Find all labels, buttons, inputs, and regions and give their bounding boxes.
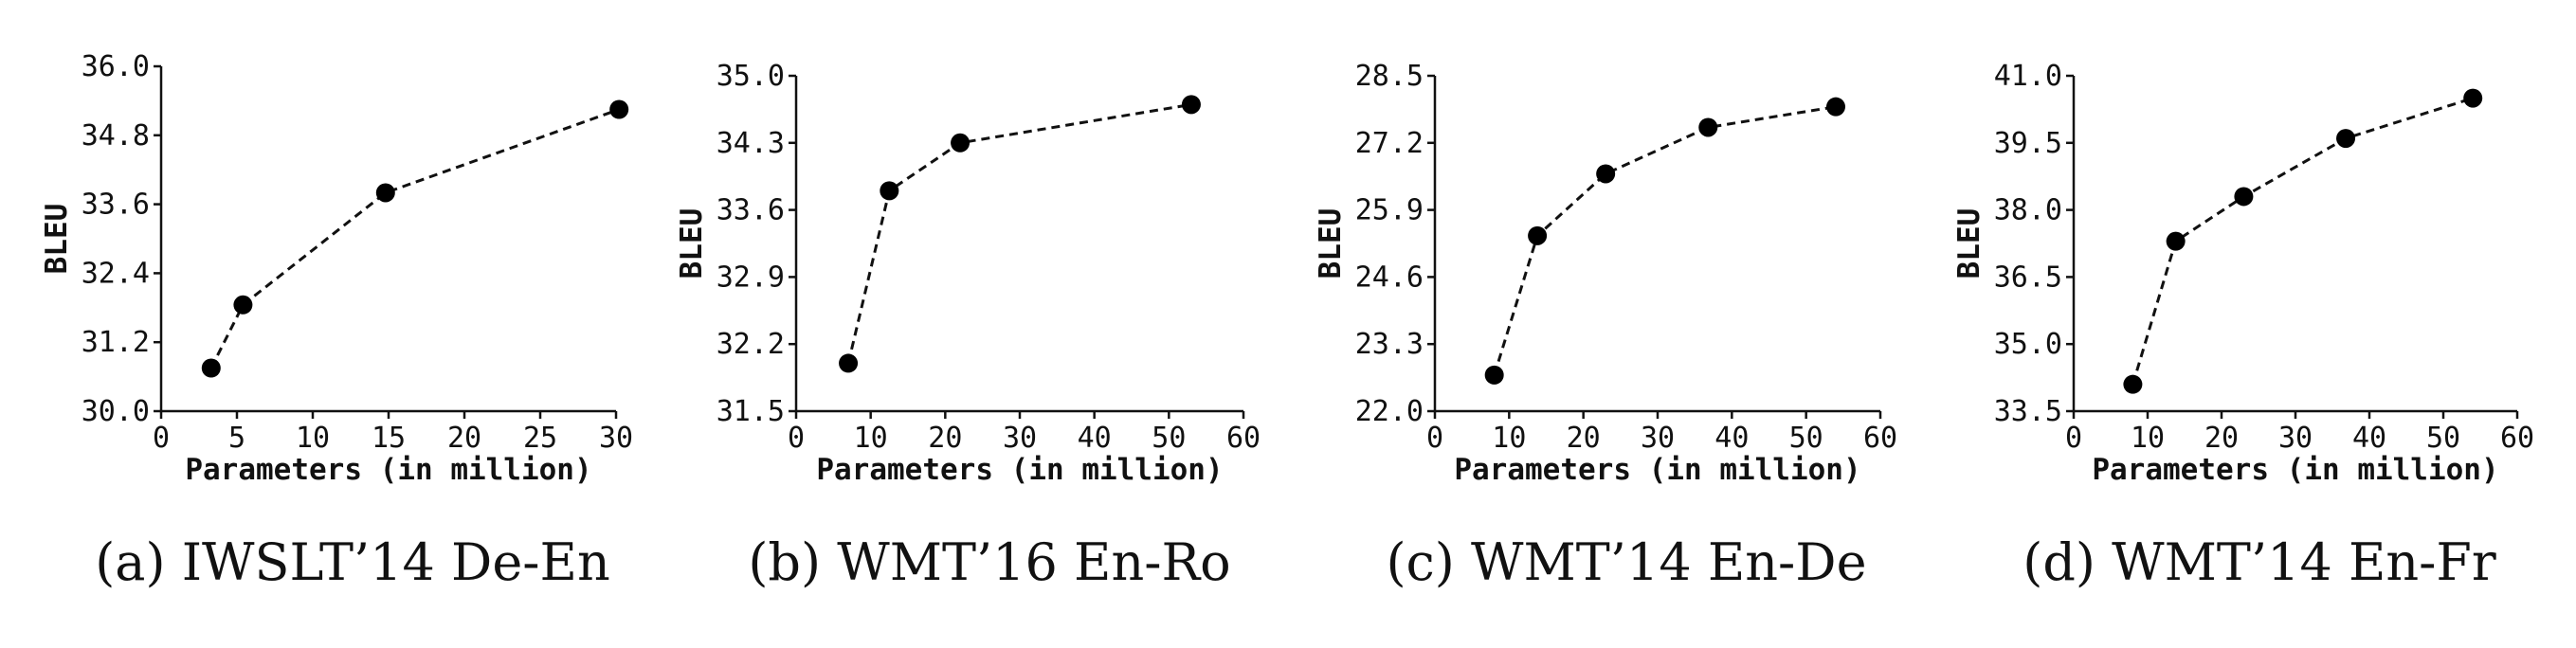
y-tick-label: 36.0 xyxy=(82,50,150,83)
data-point xyxy=(1698,117,1718,137)
x-tick-label: 20 xyxy=(1567,422,1601,455)
y-tick-label: 32.4 xyxy=(82,257,150,290)
y-tick-label: 33.6 xyxy=(82,189,150,222)
y-axis-label: BLEU xyxy=(40,204,74,275)
data-point xyxy=(880,181,899,201)
series-line xyxy=(846,102,1192,364)
x-axis-label: Parameters (in million) xyxy=(816,453,1223,487)
y-tick-label: 22.0 xyxy=(1355,395,1424,428)
series-line xyxy=(1493,105,1837,376)
x-axis-label: Parameters (in million) xyxy=(1454,453,1860,487)
x-tick-label: 20 xyxy=(447,422,481,455)
y-tick-label: 33.6 xyxy=(717,194,785,227)
x-tick-label: 40 xyxy=(2352,422,2386,455)
x-tick-label: 40 xyxy=(1078,422,1112,455)
data-point xyxy=(1596,164,1616,184)
x-tick-label: 30 xyxy=(599,422,633,455)
y-tick-label: 25.9 xyxy=(1355,194,1424,227)
y-tick-label: 35.0 xyxy=(717,60,785,93)
x-tick-label: 10 xyxy=(1492,422,1526,455)
x-tick-label: 50 xyxy=(1152,422,1186,455)
data-point xyxy=(2463,88,2483,108)
data-point xyxy=(375,183,395,203)
x-tick-label: 10 xyxy=(2131,422,2165,455)
chart-caption: (c) WMT’14 En-De xyxy=(1386,532,1866,592)
y-tick-label: 28.5 xyxy=(1355,60,1424,93)
y-tick-label: 27.2 xyxy=(1355,127,1424,160)
x-axis-label: Parameters (in million) xyxy=(185,453,591,487)
data-point xyxy=(201,358,221,378)
x-tick-label: 25 xyxy=(523,422,557,455)
data-point xyxy=(1181,95,1201,115)
chart-panel-3: 33.5 35.0 36.5 38.0 39.5 41.0 0 10 20 30 40 50 60Par… xyxy=(1952,60,2534,592)
x-axis-label: Parameters (in million) xyxy=(2092,453,2498,487)
x-tick-label: 10 xyxy=(296,422,330,455)
x-tick-label: 60 xyxy=(1863,422,1897,455)
data-point xyxy=(2234,187,2254,207)
data-point xyxy=(1484,365,1504,385)
x-tick-label: 60 xyxy=(1226,422,1261,455)
chart-panel-2: 22.0 23.3 24.6 25.9 27.2 28.5 0 10 20 30 40 50 60Par… xyxy=(1314,60,1897,592)
x-tick-label: 40 xyxy=(1714,422,1749,455)
y-axis-label: BLEU xyxy=(1952,208,1986,279)
y-axis-label: BLEU xyxy=(675,208,709,279)
data-point xyxy=(233,295,253,315)
data-point xyxy=(2123,374,2143,394)
x-tick-label: 0 xyxy=(153,422,170,455)
x-tick-label: 5 xyxy=(228,422,245,455)
y-axis-label: BLEU xyxy=(1314,208,1348,279)
series-line xyxy=(209,108,620,369)
x-tick-label: 20 xyxy=(928,422,962,455)
data-point xyxy=(951,133,971,153)
x-tick-label: 0 xyxy=(2065,422,2082,455)
data-point xyxy=(1826,97,1845,117)
y-tick-label: 30.0 xyxy=(82,395,150,428)
x-tick-label: 30 xyxy=(1641,422,1675,455)
x-tick-label: 30 xyxy=(1003,422,1037,455)
x-tick-label: 0 xyxy=(788,422,805,455)
chart-panel-0: 30.0 31.2 32.4 33.6 34.8 36.0 0 5 10 15 20 25 30Para… xyxy=(40,50,633,592)
y-tick-label: 32.2 xyxy=(717,328,785,361)
y-tick-label: 31.5 xyxy=(717,395,785,428)
y-tick-label: 39.5 xyxy=(1994,127,2062,160)
x-tick-label: 50 xyxy=(2426,422,2460,455)
y-tick-label: 32.9 xyxy=(717,261,785,294)
data-point xyxy=(2166,231,2186,251)
data-point xyxy=(609,99,629,119)
chart-caption: (b) WMT’16 En-Ro xyxy=(748,532,1230,592)
y-tick-label: 34.3 xyxy=(717,127,785,160)
x-tick-label: 30 xyxy=(2278,422,2313,455)
x-tick-label: 0 xyxy=(1426,422,1443,455)
x-tick-label: 15 xyxy=(372,422,406,455)
y-tick-label: 31.2 xyxy=(82,326,150,359)
chart-caption: (a) IWSLT’14 De-En xyxy=(95,532,610,592)
x-tick-label: 10 xyxy=(854,422,888,455)
y-tick-label: 35.0 xyxy=(1994,328,2062,361)
y-tick-label: 33.5 xyxy=(1994,395,2062,428)
chart-caption: (d) WMT’14 En-Fr xyxy=(2023,532,2496,592)
y-tick-label: 36.5 xyxy=(1994,261,2062,294)
x-tick-label: 60 xyxy=(2500,422,2534,455)
y-tick-label: 24.6 xyxy=(1355,261,1424,294)
y-tick-label: 23.3 xyxy=(1355,328,1424,361)
y-tick-label: 41.0 xyxy=(1994,60,2062,93)
x-tick-label: 20 xyxy=(2204,422,2239,455)
x-tick-label: 50 xyxy=(1789,422,1823,455)
data-point xyxy=(839,353,859,373)
data-point xyxy=(1528,225,1548,245)
y-tick-label: 38.0 xyxy=(1994,194,2062,227)
chart-panel-1: 31.5 32.2 32.9 33.6 34.3 35.0 0 10 20 30 40 50 60Par… xyxy=(675,60,1261,592)
data-point xyxy=(2336,129,2356,149)
y-tick-label: 34.8 xyxy=(82,119,150,153)
